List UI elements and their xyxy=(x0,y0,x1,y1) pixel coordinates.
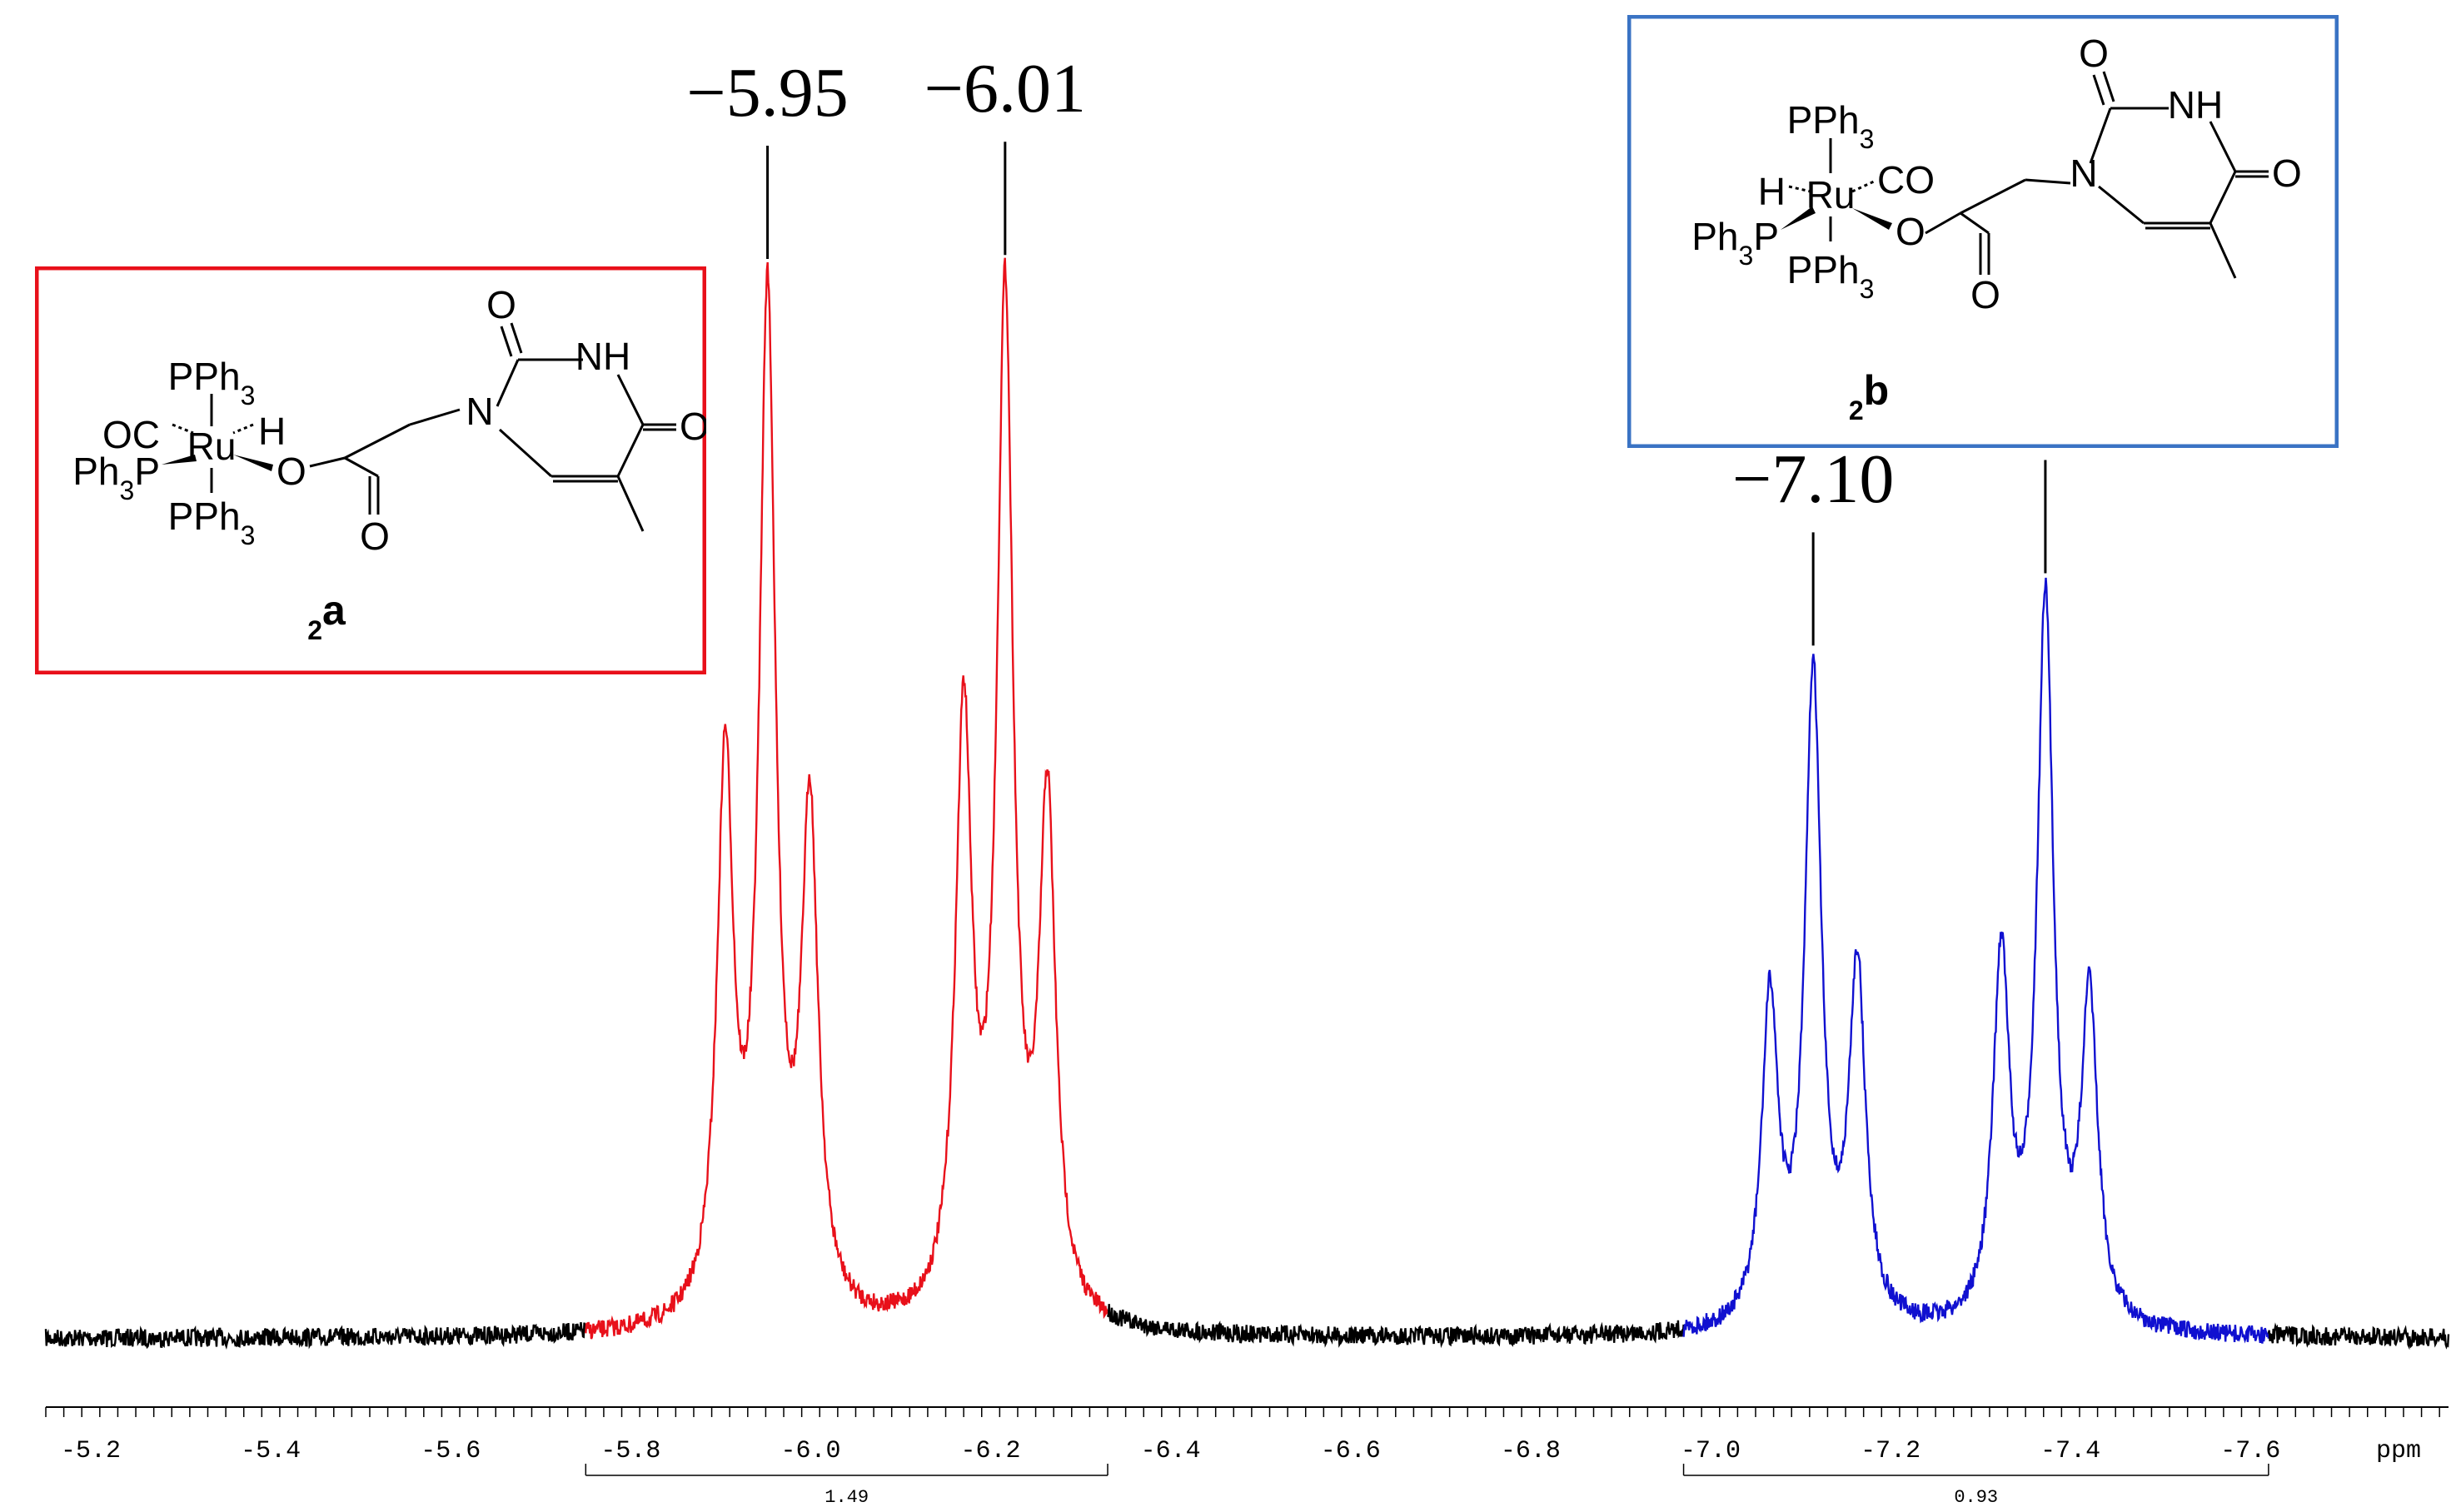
atom-o-uracil-right: O xyxy=(680,405,706,448)
x-axis-unit: ppm xyxy=(2376,1437,2421,1465)
atom-o-carbonyl: O xyxy=(1970,273,2000,316)
spectrum-signal-2a xyxy=(585,257,1109,1340)
x-tick-label: -6.0 xyxy=(780,1437,840,1465)
atom-pph3-top: PPh3 xyxy=(168,355,256,410)
x-tick-label: -6.4 xyxy=(1141,1437,1201,1465)
peak-label: −6.01 xyxy=(924,50,1087,128)
structure-2a-border xyxy=(35,266,706,674)
atom-ru: Ru xyxy=(187,425,237,468)
structure-2a-drawing: PPh3 OC Ru H Ph3P O PPh3 O N O NH O 2a xyxy=(35,266,706,674)
atom-nh: NH xyxy=(575,335,630,378)
peak-label: −7.10 xyxy=(1731,440,1895,519)
x-tick-label: -5.4 xyxy=(241,1437,301,1465)
peak-label: −5.95 xyxy=(686,54,849,132)
atom-ph3p: Ph3P xyxy=(1691,215,1779,271)
atom-ph3p: Ph3P xyxy=(72,450,160,505)
structure-2b-label: 2b xyxy=(1849,367,1889,425)
atom-co: CO xyxy=(1877,158,1935,201)
atom-n: N xyxy=(466,390,493,433)
spectrum-baseline-middle xyxy=(1106,1304,1685,1349)
atom-o-uracil-top: O xyxy=(486,283,516,326)
x-tick-label: -6.2 xyxy=(961,1437,1021,1465)
peak-marker-layer xyxy=(766,142,2047,646)
structure-2b-box: PPh3 H Ru CO Ph3P O PPh3 O N O NH O 2b xyxy=(1627,15,2339,448)
x-tick-label: -7.4 xyxy=(2040,1437,2100,1465)
spectrum-baseline-right xyxy=(2267,1322,2450,1350)
x-tick-label: -5.2 xyxy=(61,1437,121,1465)
spectrum-baseline-left xyxy=(44,1321,587,1350)
x-tick-label: -7.0 xyxy=(1681,1437,1741,1465)
atom-pph3-bottom: PPh3 xyxy=(1787,248,1875,304)
atom-o-ester: O xyxy=(1896,210,1925,253)
atom-n: N xyxy=(2070,152,2097,195)
atom-pph3-bottom: PPh3 xyxy=(168,495,256,550)
atom-o-ester: O xyxy=(276,450,306,493)
atom-o-uracil-top: O xyxy=(2079,32,2109,75)
structure-2b-border xyxy=(1627,15,2339,448)
atom-pph3-top: PPh3 xyxy=(1787,98,1875,154)
integral-value: 1.49 xyxy=(824,1487,869,1508)
atom-o-carbonyl: O xyxy=(360,515,390,558)
x-tick-label: -6.8 xyxy=(1501,1437,1561,1465)
atom-h: H xyxy=(1758,170,1786,213)
atom-ru: Ru xyxy=(1806,173,1856,216)
x-tick-label: -7.2 xyxy=(1861,1437,1920,1465)
spectrum-trace-layer xyxy=(44,257,2450,1350)
x-tick-label: -7.6 xyxy=(2220,1437,2280,1465)
x-tick-label: -5.6 xyxy=(421,1437,481,1465)
spectrum-signal-2b xyxy=(1682,577,2270,1344)
x-tick-label: -6.6 xyxy=(1321,1437,1381,1465)
integral-layer: 1.49 0.93 xyxy=(585,1464,2269,1508)
integral-bracket: 0.93 xyxy=(1682,1464,2269,1508)
x-axis: -5.2 -5.4 -5.6 -5.8 -6.0 -6.2 -6.4 -6.6 -6.8 -7.0… xyxy=(45,1406,2449,1465)
atom-h: H xyxy=(258,410,286,453)
structure-2a-label: 2a xyxy=(307,587,346,645)
integral-bracket: 1.49 xyxy=(585,1464,1108,1508)
integral-value: 0.93 xyxy=(1954,1487,1998,1508)
atom-co: OC xyxy=(102,413,160,456)
x-tick-label: -5.8 xyxy=(600,1437,660,1465)
atom-o-uracil-right: O xyxy=(2272,152,2302,195)
structure-2a-box: PPh3 OC Ru H Ph3P O PPh3 O N O NH O 2a xyxy=(35,266,706,674)
structure-2b-drawing: PPh3 H Ru CO Ph3P O PPh3 O N O NH O 2b xyxy=(1627,15,2339,448)
atom-nh: NH xyxy=(2168,83,2223,127)
